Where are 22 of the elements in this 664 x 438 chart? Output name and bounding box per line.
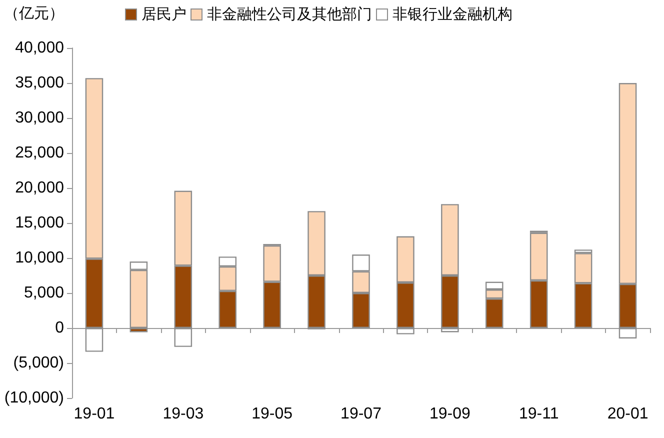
y-tick-label: 10,000 — [15, 250, 64, 266]
x-tick-label: 19-01 — [74, 406, 115, 422]
x-tick-label: 20-01 — [607, 406, 648, 422]
x-tick-label: 19-05 — [252, 406, 293, 422]
x-tick-label: 19-03 — [162, 406, 204, 422]
y-tick-label: 20,000 — [15, 180, 64, 196]
y-tick-label: 0 — [55, 320, 64, 336]
x-tick-label: 19-09 — [429, 406, 470, 422]
legend-label: 居民户 — [142, 6, 186, 23]
legend-label: 非银行业金融机构 — [392, 6, 512, 23]
x-tick-label: 19-11 — [518, 406, 559, 422]
y-axis-title: （亿元） — [4, 5, 64, 22]
x-tick-label: 19-07 — [340, 406, 382, 422]
y-tick-label: (5,000) — [13, 354, 64, 372]
legend-label: 非金融性公司及其他部门 — [207, 6, 372, 23]
y-tick-label: 5,000 — [24, 284, 64, 302]
y-tick-label: 35,000 — [15, 74, 64, 92]
y-tick-label: 15,000 — [15, 214, 64, 232]
y-tick-label: (10,000) — [4, 390, 64, 406]
y-tick-label: 40,000 — [15, 40, 64, 56]
y-tick-label: 30,000 — [15, 110, 64, 126]
y-tick-label: 25,000 — [15, 144, 64, 162]
